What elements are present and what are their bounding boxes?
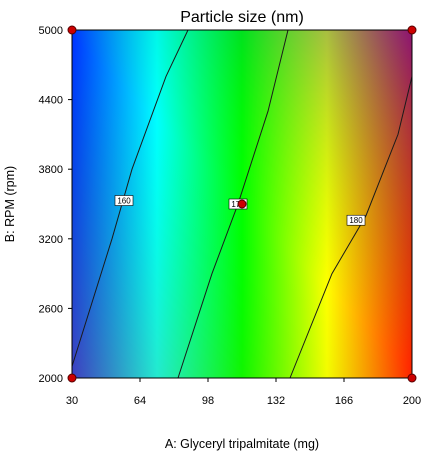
contour-line <box>289 76 413 379</box>
y-tick-label: 2600 <box>39 303 63 315</box>
contour-label: 160 <box>117 197 131 206</box>
x-tick-label: 200 <box>403 395 421 407</box>
contour-label-box <box>346 214 366 226</box>
plot-frame <box>71 29 413 379</box>
contour-label-box <box>114 195 134 206</box>
design-point <box>67 373 77 383</box>
y-tick-label: 4400 <box>39 95 63 107</box>
x-tick-label: 166 <box>335 395 353 407</box>
x-tick-label: 132 <box>267 395 285 407</box>
contour-label: 180 <box>349 216 363 225</box>
y-tick-label: 3800 <box>39 164 63 176</box>
design-point <box>237 199 247 209</box>
y-axis-title: B: RPM (rpm) <box>3 166 17 242</box>
x-tick-label: 98 <box>202 395 214 407</box>
x-axis-title: A: Glyceryl tripalmitate (mg) <box>165 437 319 451</box>
y-tick-label: 5000 <box>39 25 63 37</box>
chart-title: Particle size (nm) <box>180 9 304 26</box>
x-axis: 30 64 98 132 166 200 <box>66 378 421 407</box>
y-tick-label: 2000 <box>39 373 63 385</box>
y-tick-label: 3200 <box>39 234 63 246</box>
design-point <box>407 373 417 383</box>
design-point <box>407 25 417 35</box>
x-tick-label: 64 <box>134 395 146 407</box>
design-point <box>67 25 77 35</box>
y-axis: 2000 2600 3200 3800 4400 5000 <box>39 25 72 385</box>
design-points <box>67 25 417 383</box>
x-tick-label: 30 <box>66 395 78 407</box>
contour-line <box>71 29 189 367</box>
